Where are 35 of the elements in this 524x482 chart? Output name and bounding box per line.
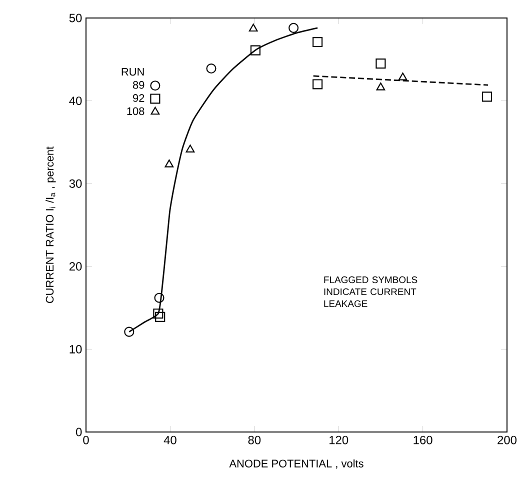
y-tick-label: 20 <box>69 262 82 271</box>
legend-title: RUN <box>122 68 144 76</box>
point <box>376 58 386 69</box>
annotation: FLAGGED SYMBOLS INDICATE CURRENT LEAKAGE <box>324 276 418 308</box>
point <box>124 326 134 337</box>
legend-label: 108 <box>127 107 144 116</box>
point <box>288 22 299 33</box>
y-tick-label: 10 <box>70 344 82 354</box>
point <box>376 82 386 90</box>
point <box>154 292 164 303</box>
x-tick-label: 40 <box>164 436 176 444</box>
x-tick-label: 160 <box>414 436 432 444</box>
y-axis-title: CURRENT RATIO I$_{i}$ /I$_{a}$ , percent <box>46 146 56 304</box>
x-tick-label: 200 <box>498 436 517 444</box>
x-axis-title: ANODE POTENTIAL , volts <box>229 459 364 469</box>
point <box>482 92 492 102</box>
y-tick-label: 0 <box>76 428 82 436</box>
point <box>155 312 166 322</box>
point <box>186 144 195 152</box>
point <box>312 79 323 90</box>
point <box>206 63 216 74</box>
point <box>312 36 323 48</box>
point <box>153 308 164 319</box>
point <box>398 72 408 80</box>
x-tick-label: 0 <box>83 436 89 444</box>
y-tick-label: 40 <box>69 96 82 106</box>
y-tick-label: 30 <box>69 179 82 188</box>
y-tick-label: 50 <box>69 14 82 22</box>
point <box>164 160 174 168</box>
point <box>248 24 258 32</box>
x-tick-label: 120 <box>330 436 348 444</box>
point <box>250 45 260 56</box>
legend-label: 92 <box>133 94 144 102</box>
x-tick-label: 80 <box>248 436 261 444</box>
legend-label: 89 <box>132 81 144 89</box>
